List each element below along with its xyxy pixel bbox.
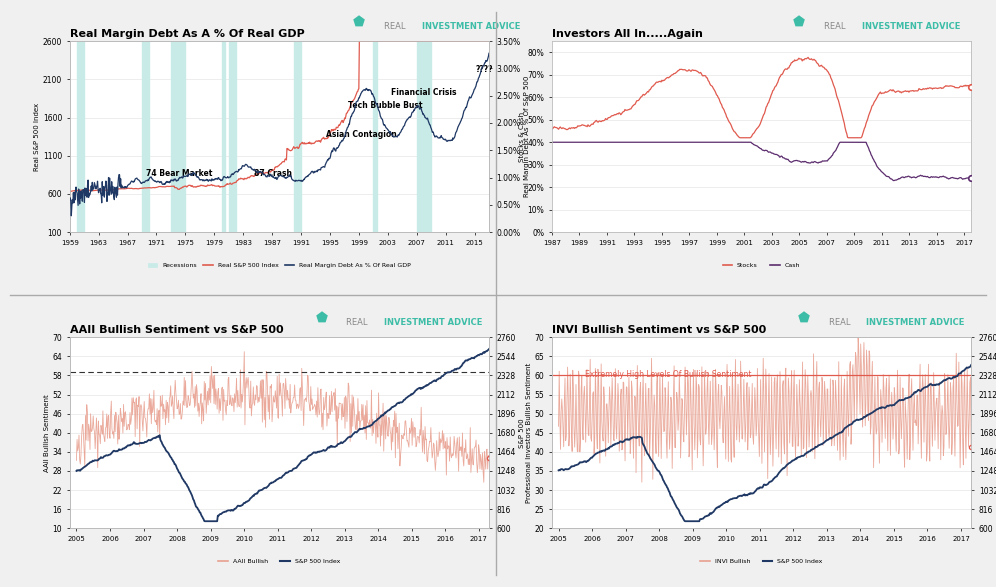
Text: AAII Bullish Sentiment vs S&P 500: AAII Bullish Sentiment vs S&P 500 (70, 325, 283, 335)
Bar (221, 41, 225, 232)
Text: 74 Bear Market: 74 Bear Market (145, 170, 212, 178)
Bar (171, 41, 185, 232)
Text: REAL: REAL (829, 318, 853, 327)
Text: REAL: REAL (347, 318, 371, 327)
Text: Extremely High Levels Of Bullish Sentiment: Extremely High Levels Of Bullish Sentime… (586, 370, 752, 379)
Y-axis label: AAII Bullish Sentiment: AAII Bullish Sentiment (44, 394, 50, 471)
Text: Asian Contagion: Asian Contagion (327, 130, 397, 139)
Y-axis label: Professional Investors Bullish Sentiment: Professional Investors Bullish Sentiment (526, 363, 532, 503)
Text: Real Margin Debt As A % Of Real GDP: Real Margin Debt As A % Of Real GDP (70, 29, 305, 39)
Text: ⬟: ⬟ (798, 312, 810, 326)
Bar (229, 41, 236, 232)
Y-axis label: Real S&P 500 Index: Real S&P 500 Index (34, 103, 40, 171)
Text: INVI Bullish Sentiment vs S&P 500: INVI Bullish Sentiment vs S&P 500 (552, 325, 766, 335)
Text: INVESTMENT ADVICE: INVESTMENT ADVICE (863, 22, 960, 31)
Y-axis label: S&P 500: S&P 500 (519, 418, 525, 447)
Legend: Recessions, Real S&P 500 Index, Real Margin Debt As % Of Real GDP: Recessions, Real S&P 500 Index, Real Mar… (145, 260, 413, 271)
Text: ⬟: ⬟ (793, 16, 805, 29)
Text: INVESTMENT ADVICE: INVESTMENT ADVICE (384, 318, 482, 327)
Legend: Stocks, Cash: Stocks, Cash (720, 260, 803, 271)
Y-axis label: Stocks & Cash: Stocks & Cash (519, 112, 525, 161)
Text: ⬟: ⬟ (316, 312, 328, 326)
Text: Investors All In.....Again: Investors All In.....Again (552, 29, 703, 39)
Text: Financial Crisis: Financial Crisis (391, 87, 457, 97)
Text: INVESTMENT ADVICE: INVESTMENT ADVICE (867, 318, 965, 327)
Bar (77, 41, 85, 232)
Text: REAL: REAL (384, 22, 408, 31)
Legend: AAII Bullish, S&P 500 Index: AAII Bullish, S&P 500 Index (216, 556, 343, 566)
Text: REAL: REAL (825, 22, 849, 31)
Legend: INVI Bullish, S&P 500 Index: INVI Bullish, S&P 500 Index (698, 556, 825, 566)
Text: INVESTMENT ADVICE: INVESTMENT ADVICE (422, 22, 520, 31)
Bar (416, 41, 431, 232)
Bar (142, 41, 149, 232)
Text: Tech Bubble Bust: Tech Bubble Bust (348, 102, 422, 110)
Text: ⬟: ⬟ (353, 16, 365, 29)
Text: ????: ???? (476, 65, 493, 73)
Y-axis label: Real Margin Debt As % Of S&P 500: Real Margin Debt As % Of S&P 500 (524, 76, 530, 197)
Bar (294, 41, 301, 232)
Text: 87 Crash: 87 Crash (254, 170, 292, 178)
Bar (374, 41, 376, 232)
